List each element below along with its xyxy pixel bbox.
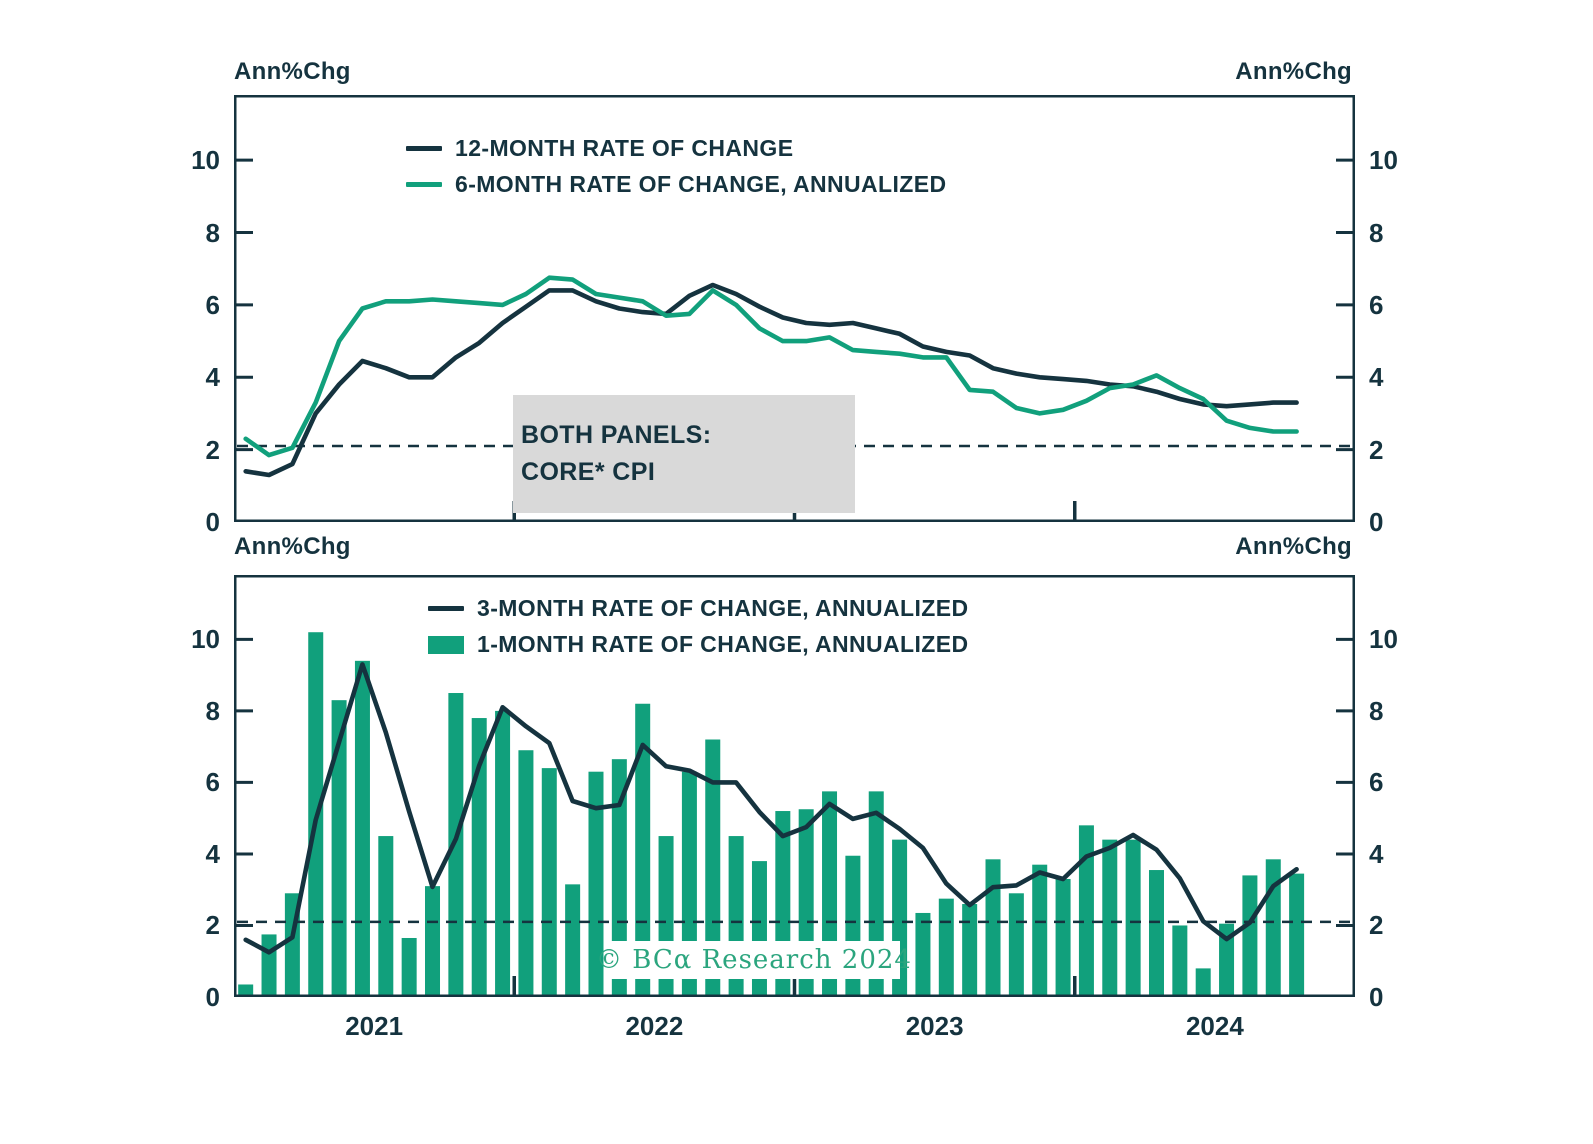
bar-2023-12 <box>1055 878 1071 997</box>
annotation-line-2: CORE* CPI <box>521 458 656 486</box>
y-tick-label-right: 6 <box>1369 767 1384 798</box>
legend-item-12-month: 12-MONTH RATE OF CHANGE <box>406 135 946 162</box>
bottom-panel: 3-MONTH RATE OF CHANGE, ANNUALIZED 1-MON… <box>234 575 1355 997</box>
y-tick-label-left: 8 <box>205 695 220 726</box>
bar-2022-01 <box>518 750 534 997</box>
x-tick-label: 2024 <box>1185 1011 1244 1041</box>
y-tick-label-right: 10 <box>1369 624 1398 655</box>
legend-label: 1-MONTH RATE OF CHANGE, ANNUALIZED <box>477 631 969 657</box>
bar-2024-07 <box>1219 923 1235 997</box>
bar-2024-08 <box>1242 875 1258 997</box>
legend-label: 3-MONTH RATE OF CHANGE, ANNUALIZED <box>477 595 969 621</box>
bar-2022-08 <box>681 771 697 997</box>
series-line <box>243 275 1299 458</box>
bar-2021-09 <box>425 886 441 997</box>
y-axis-title-top-left: Ann%Chg <box>234 58 351 85</box>
bar-2021-12 <box>495 710 511 997</box>
y-axis-title-bottom-right: Ann%Chg <box>1235 533 1352 560</box>
bar-2022-05 <box>611 759 627 997</box>
bar-2023-09 <box>985 859 1001 997</box>
bar-2024-06 <box>1195 968 1211 997</box>
y-tick-label-right: 2 <box>1369 434 1384 465</box>
legend-item-3-month: 3-MONTH RATE OF CHANGE, ANNUALIZED <box>428 595 968 622</box>
bar-2024-10 <box>1289 873 1305 997</box>
bar-2024-03 <box>1125 839 1141 997</box>
y-tick-label-left: 10 <box>191 624 220 655</box>
bar-2023-06 <box>915 912 931 997</box>
y-tick-label-right: 8 <box>1369 217 1384 248</box>
legend-item-1-month: 1-MONTH RATE OF CHANGE, ANNUALIZED <box>428 631 968 658</box>
dark-line-swatch-icon <box>428 606 464 611</box>
dark-line-swatch-icon <box>406 146 442 151</box>
bar-2021-06 <box>354 660 370 997</box>
series-line <box>243 662 1299 955</box>
y-tick-label-right: 0 <box>1369 982 1384 1012</box>
bar-2023-10 <box>1008 893 1024 997</box>
x-tick-label: 2022 <box>625 1011 684 1041</box>
legend-top: 12-MONTH RATE OF CHANGE 6-MONTH RATE OF … <box>406 135 946 198</box>
y-tick-label-left: 8 <box>205 217 220 248</box>
legend-bottom: 3-MONTH RATE OF CHANGE, ANNUALIZED 1-MON… <box>428 595 968 658</box>
y-tick-label-left: 10 <box>191 145 220 176</box>
y-tick-label-left: 6 <box>205 767 220 798</box>
y-tick-label-right: 4 <box>1369 838 1384 869</box>
bar-2021-07 <box>378 836 394 997</box>
legend-item-6-month: 6-MONTH RATE OF CHANGE, ANNUALIZED <box>406 171 946 198</box>
bar-2024-05 <box>1172 925 1188 997</box>
y-axis-title-top-right: Ann%Chg <box>1235 58 1352 85</box>
bar-2021-01 <box>238 984 254 997</box>
bar-2022-04 <box>588 771 604 997</box>
bar-2024-02 <box>1102 839 1118 997</box>
bar-2021-02 <box>261 934 277 997</box>
bar-2024-04 <box>1148 870 1164 997</box>
y-tick-label-right: 10 <box>1369 145 1398 176</box>
bar-2022-03 <box>565 884 581 997</box>
y-tick-label-left: 6 <box>205 289 220 320</box>
y-tick-label-left: 2 <box>205 434 220 465</box>
copyright-text: © BCα Research 2024 <box>596 945 912 975</box>
annotation-line-1: BOTH PANELS: <box>521 421 712 449</box>
bar-2021-11 <box>471 718 487 997</box>
bar-2022-02 <box>541 768 557 997</box>
y-axis-title-bottom-left: Ann%Chg <box>234 533 351 560</box>
y-tick-label-left: 4 <box>205 362 220 393</box>
y-tick-label-left: 0 <box>205 982 220 1012</box>
legend-label: 6-MONTH RATE OF CHANGE, ANNUALIZED <box>455 171 947 197</box>
bar-2021-08 <box>401 937 417 997</box>
bar-2022-09 <box>705 739 721 997</box>
bottom-panel-plot <box>234 575 1355 997</box>
bar-2023-11 <box>1032 864 1048 997</box>
bar-2024-01 <box>1078 825 1094 997</box>
bar-2023-07 <box>938 898 954 997</box>
y-tick-label-right: 0 <box>1369 507 1384 537</box>
y-tick-label-left: 2 <box>205 910 220 941</box>
copyright: © BCα Research 2024 <box>596 941 911 979</box>
green-line-swatch-icon <box>406 182 442 187</box>
annotation-box: BOTH PANELS: CORE* CPI <box>513 395 855 513</box>
y-tick-label-left: 0 <box>205 507 220 537</box>
y-tick-label-right: 8 <box>1369 695 1384 726</box>
green-bar-swatch-icon <box>428 635 464 654</box>
bar-2023-08 <box>962 904 978 997</box>
y-tick-label-right: 2 <box>1369 910 1384 941</box>
x-tick-label: 2021 <box>345 1011 404 1041</box>
legend-label: 12-MONTH RATE OF CHANGE <box>455 135 794 161</box>
bar-2022-06 <box>635 703 651 997</box>
y-tick-label-right: 4 <box>1369 362 1384 393</box>
y-tick-label-right: 6 <box>1369 289 1384 320</box>
y-tick-label-left: 4 <box>205 838 220 869</box>
top-panel: 12-MONTH RATE OF CHANGE 6-MONTH RATE OF … <box>234 95 1355 522</box>
x-tick-label: 2023 <box>905 1011 964 1041</box>
